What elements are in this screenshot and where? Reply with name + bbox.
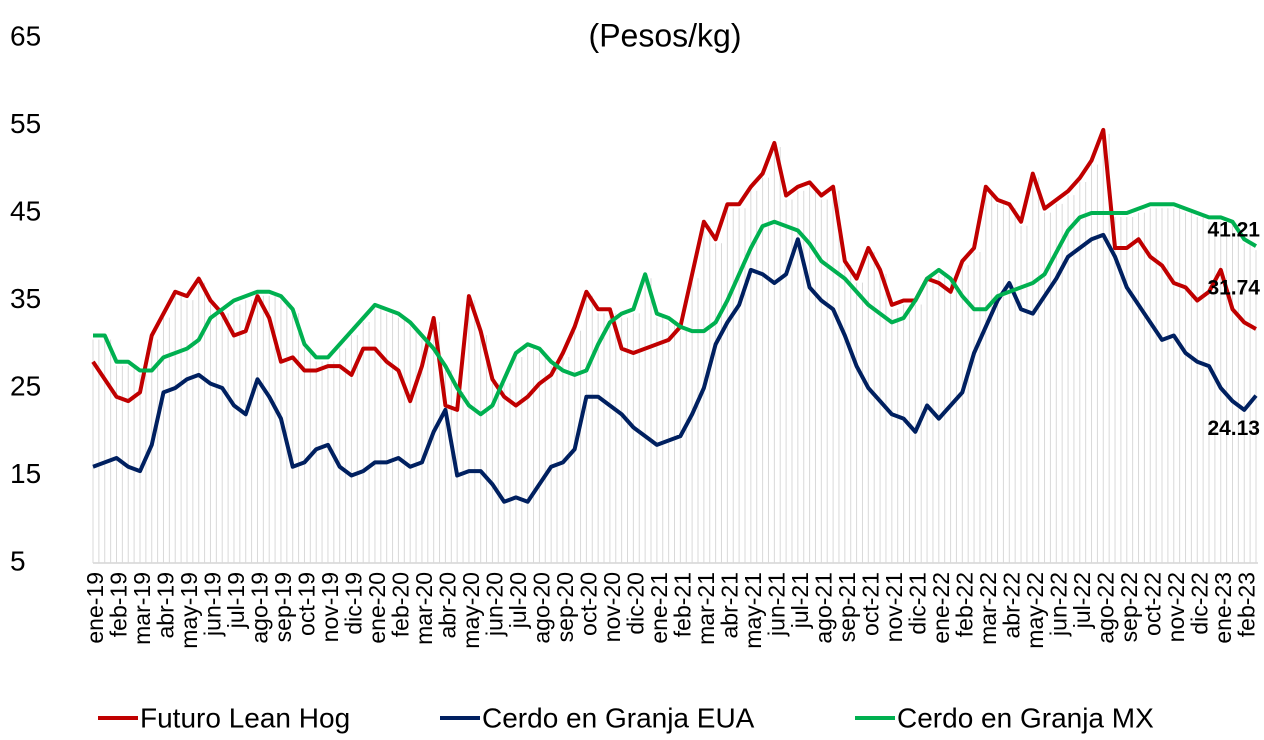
x-tick-label: oct-19: [294, 572, 320, 636]
x-tick-label: abr-21: [716, 572, 742, 638]
x-tick-label: may-19: [176, 572, 202, 649]
x-tick-label: abr-20: [435, 572, 461, 638]
x-tick-label: may-21: [740, 572, 766, 649]
x-tick-label: dic-22: [1186, 572, 1212, 635]
data-label: 41.21: [1207, 219, 1260, 242]
x-tick-label: feb-23: [1233, 572, 1259, 637]
x-tick-label: sep-19: [270, 572, 296, 642]
x-tick-label: dic-20: [622, 572, 648, 635]
y-tick-label: 15: [10, 458, 41, 489]
x-tick-label: jun-19: [200, 572, 226, 637]
x-tick-label: jun-22: [1045, 572, 1071, 637]
x-tick-label: nov-21: [881, 572, 907, 642]
legend-label: Cerdo en Granja MX: [897, 702, 1154, 733]
x-tick-label: nov-19: [317, 572, 343, 642]
x-tick-label: mar-20: [411, 572, 437, 645]
x-tick-label: dic-21: [904, 572, 930, 635]
series-line: [92, 232, 1258, 504]
data-label: 24.13: [1207, 417, 1260, 440]
x-tick-label: nov-22: [1163, 572, 1189, 642]
x-tick-label: mar-19: [129, 572, 155, 645]
x-tick-label: mar-22: [975, 572, 1001, 645]
x-tick-label: sep-21: [834, 572, 860, 642]
y-tick-label: 65: [10, 20, 41, 51]
series-line: [93, 202, 1258, 417]
x-tick-label: jul-19: [223, 572, 249, 629]
x-tick-label: feb-21: [669, 572, 695, 637]
x-tick-label: may-20: [458, 572, 484, 649]
y-tick-label: 35: [10, 283, 41, 314]
data-label: 31.74: [1207, 277, 1260, 300]
x-tick-label: oct-20: [575, 572, 601, 636]
x-tick-label: ago-19: [247, 572, 273, 644]
x-tick-label: feb-19: [106, 572, 132, 637]
y-tick-label: 45: [10, 195, 41, 226]
y-tick-label: 5: [10, 545, 26, 576]
x-tick-label: ene-22: [928, 572, 954, 644]
x-tick-label: ago-20: [528, 572, 554, 644]
x-tick-label: abr-22: [998, 572, 1024, 638]
x-tick-label: oct-22: [1139, 572, 1165, 636]
x-tick-label: jul-20: [505, 572, 531, 629]
x-tick-label: oct-21: [857, 572, 883, 636]
series-line: [91, 127, 1257, 412]
legend-label: Futuro Lean Hog: [140, 702, 350, 733]
x-tick-label: abr-19: [153, 572, 179, 638]
x-tick-label: sep-20: [552, 572, 578, 642]
x-tick-label: jul-22: [1069, 572, 1095, 629]
x-tick-label: feb-20: [388, 572, 414, 637]
x-tick-label: jun-21: [763, 572, 789, 637]
chart-title: (Pesos/kg): [589, 17, 742, 53]
x-tick-label: sep-22: [1116, 572, 1142, 642]
x-tick-label: nov-20: [599, 572, 625, 642]
x-tick-label: ago-22: [1092, 572, 1118, 644]
legend-label: Cerdo en Granja EUA: [482, 702, 755, 733]
x-tick-label: ene-20: [364, 572, 390, 644]
x-tick-label: mar-21: [693, 572, 719, 645]
x-tick-label: ene-19: [82, 572, 108, 644]
y-tick-label: 55: [10, 108, 41, 139]
x-tick-label: jul-21: [787, 572, 813, 629]
x-tick-label: dic-19: [341, 572, 367, 635]
x-tick-label: ago-21: [810, 572, 836, 644]
x-tick-label: jun-20: [481, 572, 507, 637]
y-tick-label: 25: [10, 370, 41, 401]
x-tick-label: ene-23: [1210, 572, 1236, 644]
x-tick-label: may-22: [1022, 572, 1048, 649]
x-tick-label: ene-21: [646, 572, 672, 644]
x-tick-label: feb-22: [951, 572, 977, 637]
